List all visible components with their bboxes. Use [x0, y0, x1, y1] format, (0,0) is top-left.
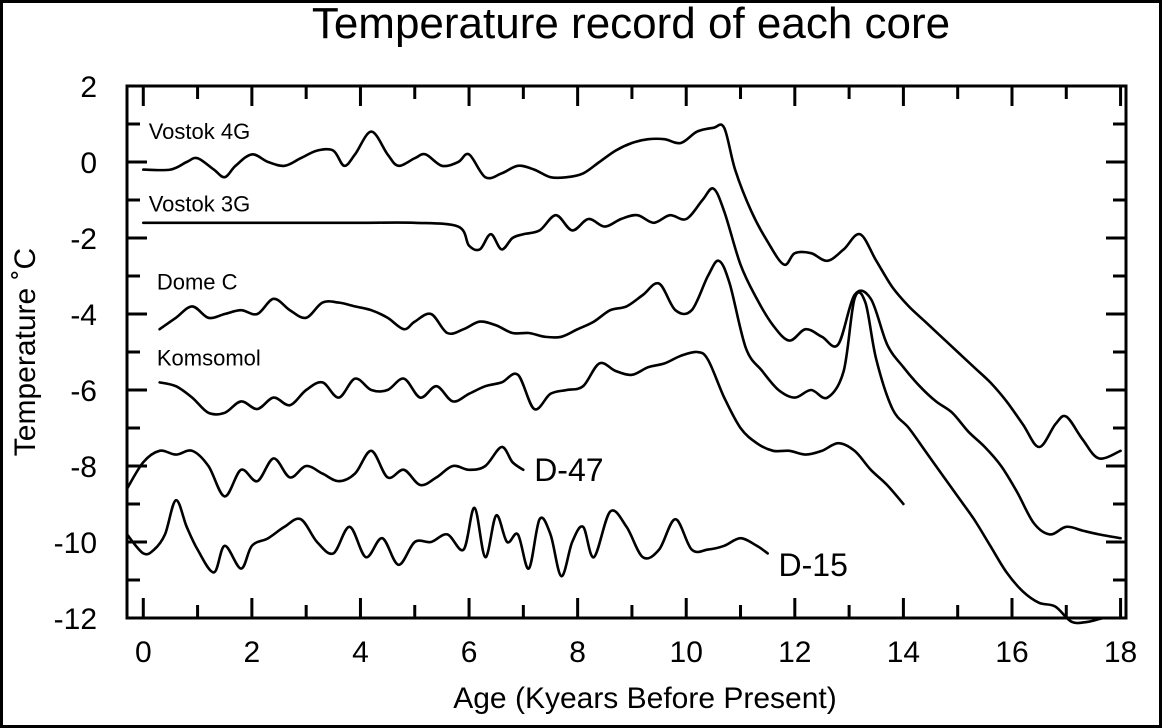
x-tick-label: 16	[995, 636, 1028, 669]
series-lines	[125, 123, 1122, 625]
x-tick-label: 18	[1104, 636, 1137, 669]
x-tick-label: 0	[135, 636, 152, 669]
y-tick-label: -8	[70, 451, 97, 484]
series-line-d-47	[125, 445, 525, 498]
x-tick-labels: 0 2 4 6 8 10 12 14 16 18	[135, 636, 1137, 669]
series-line-dome-c	[158, 259, 1122, 625]
y-tick-label: -6	[70, 375, 97, 408]
series-label: Vostok 4G	[149, 119, 251, 144]
series-label: D-47	[534, 452, 603, 488]
series-label: D-15	[779, 547, 848, 583]
series-line-vostok-3g	[142, 187, 1122, 540]
y-tick-label: -2	[70, 223, 97, 256]
y-tick-label: 0	[80, 147, 97, 180]
x-tick-label: 6	[461, 636, 478, 669]
x-tick-label: 4	[352, 636, 369, 669]
plot-area-border	[125, 84, 1128, 620]
y-tick-label: -10	[54, 527, 97, 560]
x-tick-label: 14	[887, 636, 920, 669]
series-labels: Vostok 4G Vostok 3G Dome C Komsomol D-47 D-15	[149, 119, 848, 583]
y-tick-label: -4	[70, 299, 97, 332]
y-tick-label: -12	[54, 603, 97, 636]
series-label: Dome C	[157, 269, 238, 294]
x-tick-label: 8	[569, 636, 586, 669]
x-tick-label: 2	[244, 636, 261, 669]
y-axis-label: Temperature ˚C	[9, 248, 42, 456]
series-line-d-15	[125, 498, 769, 578]
x-tick-label: 12	[778, 636, 811, 669]
series-line-komsomol	[158, 350, 905, 506]
x-axis-label: Age (Kyears Before Present)	[453, 682, 837, 715]
x-tick-label: 10	[670, 636, 703, 669]
chart-title: Temperature record of each core	[311, 0, 951, 48]
y-tick-label: 2	[80, 71, 97, 104]
series-label: Vostok 3G	[149, 191, 251, 216]
y-tick-labels: 2 0 -2 -4 -6 -8 -10 -12	[54, 71, 97, 636]
series-label: Komsomol	[157, 345, 261, 370]
series-line-vostok-4g	[142, 123, 1122, 460]
